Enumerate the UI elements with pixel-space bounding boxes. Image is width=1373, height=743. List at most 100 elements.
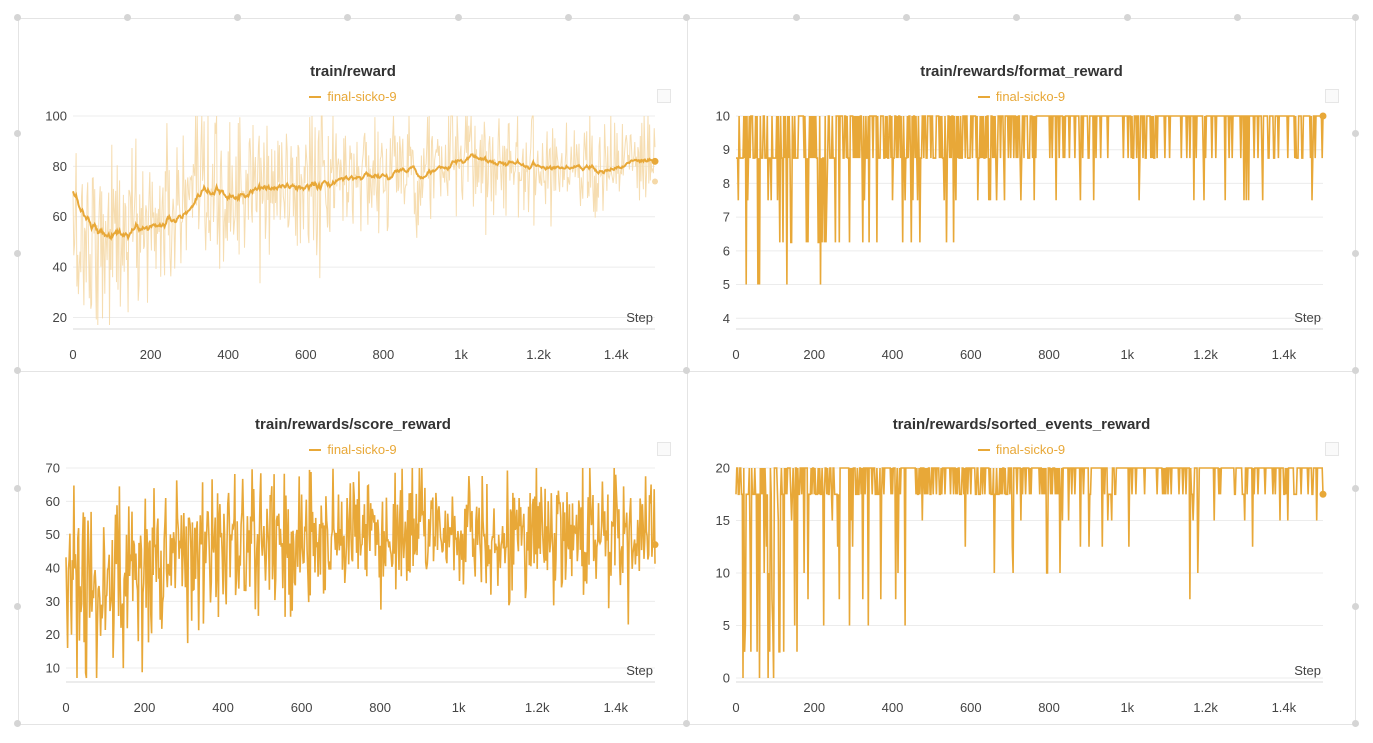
series-end-point	[651, 157, 659, 165]
chart-panel-score-reward: train/rewards/score_reward final-sicko-9…	[18, 371, 688, 725]
resize-handle-dot	[234, 14, 241, 21]
legend-swatch	[977, 95, 990, 98]
y-tick-label: 8	[723, 176, 730, 191]
panel-menu-box[interactable]	[1325, 442, 1339, 456]
y-tick-label: 20	[46, 627, 60, 642]
x-axis-label: Step	[1294, 310, 1321, 325]
chart-legend[interactable]: final-sicko-9	[19, 442, 687, 457]
resize-handle-dot	[124, 14, 131, 21]
y-tick-label: 20	[716, 461, 730, 476]
x-axis-label: Step	[1294, 663, 1321, 678]
resize-handle-dot	[793, 14, 800, 21]
y-tick-label: 0	[723, 671, 730, 686]
x-tick-label: 1.2k	[1193, 700, 1218, 715]
x-tick-label: 400	[882, 347, 904, 362]
chart-title: train/rewards/score_reward	[255, 416, 451, 433]
resize-handle-dot	[1352, 485, 1359, 492]
x-axis-label: Step	[626, 663, 653, 678]
series-end-point	[1319, 490, 1327, 498]
x-tick-label: 1.2k	[526, 347, 551, 362]
legend-swatch	[977, 448, 990, 451]
x-tick-label: 400	[217, 347, 239, 362]
resize-handle-dot	[14, 14, 21, 21]
legend-label: final-sicko-9	[327, 89, 397, 104]
resize-handle-dot	[1352, 14, 1359, 21]
series-line	[72, 153, 656, 242]
resize-handle-dot	[14, 250, 21, 257]
resize-handle-dot	[683, 367, 690, 374]
y-tick-label: 60	[46, 494, 60, 509]
resize-handle-dot	[344, 14, 351, 21]
y-tick-label: 40	[53, 260, 67, 275]
legend-swatch	[309, 448, 322, 451]
chart-title: train/reward	[310, 63, 396, 80]
resize-handle-dot	[14, 130, 21, 137]
y-tick-label: 10	[46, 661, 60, 676]
resize-handle-dot	[455, 14, 462, 21]
resize-handle-dot	[14, 367, 21, 374]
x-tick-label: 0	[732, 347, 739, 362]
resize-handle-dot	[903, 14, 910, 21]
chart-plot[interactable]: 20 40 60 80 100 0 200 400 600 800 1k 1.2k 1.4k Step	[19, 19, 689, 373]
resize-handle-dot	[1352, 250, 1359, 257]
resize-handle-dot	[1234, 14, 1241, 21]
x-tick-label: 800	[1038, 700, 1060, 715]
chart-panel-sorted-events-reward: train/rewards/sorted_events_reward final…	[687, 371, 1356, 725]
resize-handle-dot	[1124, 14, 1131, 21]
y-tick-label: 40	[46, 561, 60, 576]
x-tick-label: 600	[291, 700, 313, 715]
resize-handle-dot	[1352, 720, 1359, 727]
x-tick-label: 0	[732, 700, 739, 715]
panel-menu-box[interactable]	[657, 442, 671, 456]
x-tick-label: 800	[373, 347, 395, 362]
x-tick-label: 0	[62, 700, 69, 715]
y-tick-label: 100	[45, 109, 67, 124]
resize-handle-dot	[683, 720, 690, 727]
panel-menu-box[interactable]	[657, 89, 671, 103]
chart-legend[interactable]: final-sicko-9	[688, 442, 1355, 457]
x-tick-label: 1.2k	[1193, 347, 1218, 362]
y-tick-label: 50	[46, 527, 60, 542]
legend-label: final-sicko-9	[327, 442, 397, 457]
resize-handle-dot	[1352, 603, 1359, 610]
resize-handle-dot	[683, 14, 690, 21]
series-line	[65, 467, 656, 679]
x-tick-label: 200	[134, 700, 156, 715]
x-tick-label: 1k	[1120, 700, 1134, 715]
resize-handle-dot	[14, 485, 21, 492]
chart-title: train/rewards/sorted_events_reward	[892, 416, 1151, 433]
chart-legend[interactable]: final-sicko-9	[688, 89, 1355, 104]
y-tick-label: 10	[716, 109, 730, 124]
resize-handle-dot	[1013, 14, 1020, 21]
chart-plot[interactable]: 10 20 30 40 50 60 70 0 200 400 600 800 1k 1.2k 1.4k Ste…	[19, 372, 689, 726]
series-raw-end-point	[652, 178, 658, 185]
legend-label: final-sicko-9	[995, 442, 1066, 457]
resize-handle-dot	[1352, 367, 1359, 374]
panel-menu-box[interactable]	[1325, 89, 1339, 103]
y-tick-label: 15	[716, 513, 730, 528]
resize-handle-dot	[14, 720, 21, 727]
x-tick-label: 200	[803, 700, 825, 715]
series-end-point	[1319, 112, 1327, 120]
y-tick-label: 5	[723, 277, 730, 292]
y-tick-label: 60	[53, 209, 67, 224]
x-tick-label: 1k	[452, 700, 466, 715]
x-tick-label: 200	[140, 347, 162, 362]
chart-legend[interactable]: final-sicko-9	[19, 89, 687, 104]
resize-handle-dot	[14, 603, 21, 610]
resize-handle-dot	[565, 14, 572, 21]
y-tick-label: 9	[723, 142, 730, 157]
x-tick-label: 400	[212, 700, 234, 715]
y-tick-label: 4	[723, 311, 730, 326]
series-raw-line	[72, 115, 656, 326]
chart-plot[interactable]: 4 5 6 7 8 9 10 0 200 400 600 800 1k 1.2k 1.4k Step	[688, 19, 1357, 373]
y-tick-label: 10	[716, 566, 730, 581]
chart-title: train/rewards/format_reward	[920, 63, 1123, 80]
resize-handle-dot	[1352, 130, 1359, 137]
series-end-point	[651, 541, 659, 549]
chart-panel-reward: train/reward final-sicko-9 20 40 60 80 100 0 2…	[18, 18, 688, 372]
x-axis-label: Step	[626, 310, 653, 325]
x-tick-label: 800	[1038, 347, 1060, 362]
